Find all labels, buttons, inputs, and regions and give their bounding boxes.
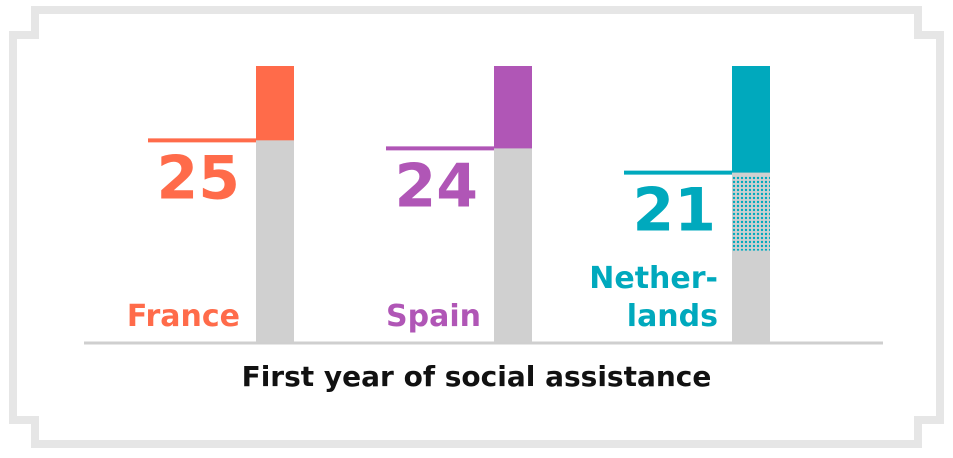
category-label-netherlands-2: lands bbox=[627, 299, 718, 334]
value-label-netherlands: 21 bbox=[633, 176, 717, 246]
bar-france bbox=[256, 66, 294, 141]
value-label-france: 25 bbox=[157, 143, 241, 213]
value-label-spain: 24 bbox=[395, 151, 479, 221]
category-label-spain: Spain bbox=[386, 299, 481, 334]
bar-spain bbox=[494, 66, 532, 149]
category-label-france: France bbox=[127, 299, 240, 334]
chart-title: First year of social assistance bbox=[241, 360, 712, 393]
bar-accent-netherlands bbox=[732, 176, 770, 251]
bar-netherlands bbox=[732, 66, 770, 173]
category-label-netherlands-1: Nether- bbox=[589, 261, 718, 296]
